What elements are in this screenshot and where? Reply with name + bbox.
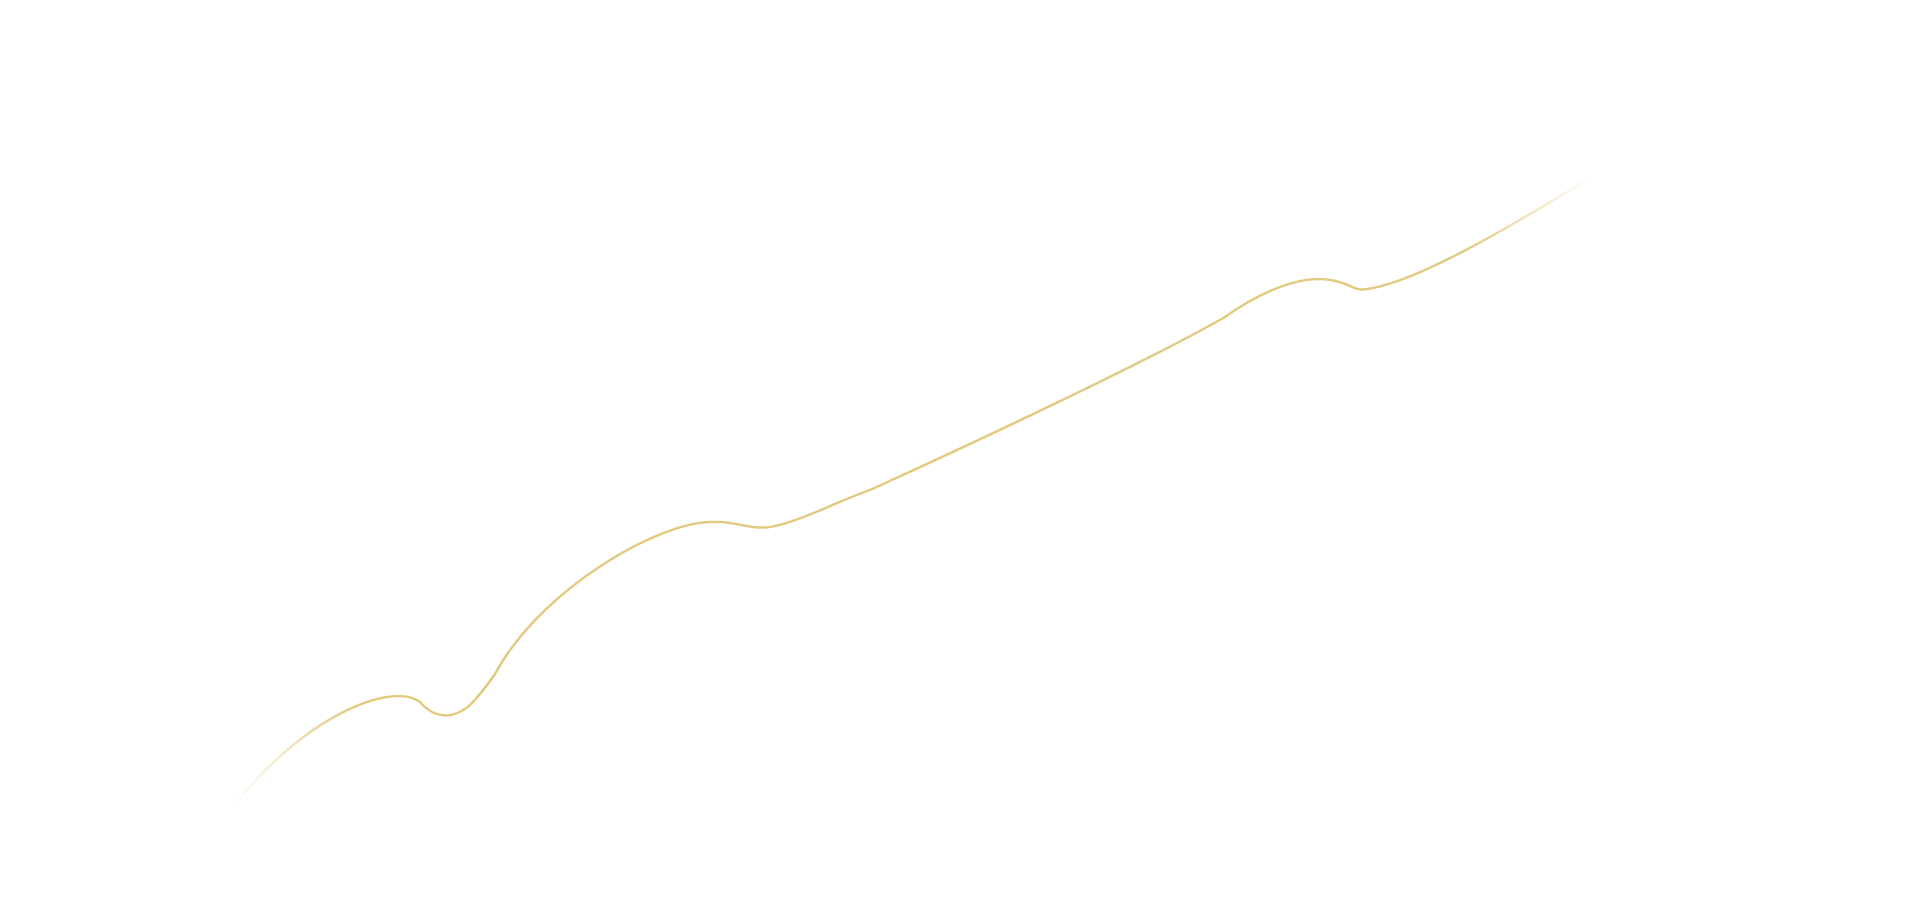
decorative-wavy-line: [232, 174, 1596, 808]
